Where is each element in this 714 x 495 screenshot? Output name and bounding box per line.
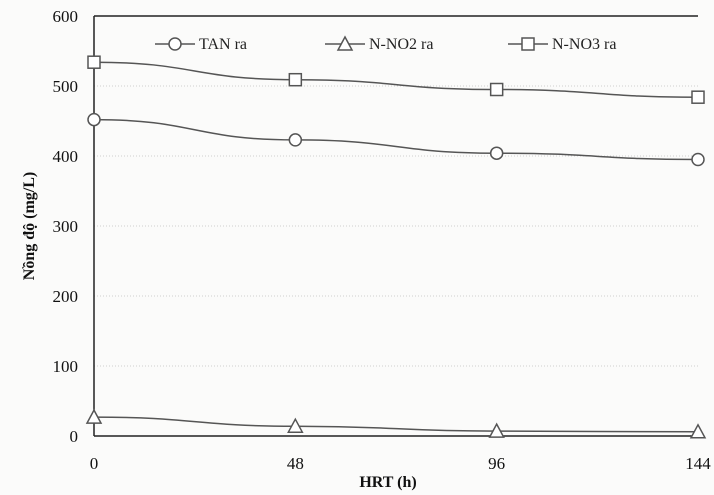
- legend-item: N-NO2 ra: [325, 35, 433, 53]
- y-tick-label: 600: [53, 7, 79, 26]
- data-point-circle: [288, 133, 303, 147]
- data-point-circle: [87, 112, 101, 127]
- series-circle: [87, 112, 705, 167]
- data-point-circle: [691, 152, 705, 167]
- data-point-square: [288, 72, 303, 87]
- legend-label: TAN ra: [199, 36, 247, 53]
- series-group: [85, 55, 707, 439]
- data-point-circle: [168, 37, 182, 51]
- axes: 0 100 200 300 400 500 600 0 48 96 144: [53, 7, 712, 473]
- data-point-square: [691, 90, 705, 104]
- series-square: [87, 55, 705, 104]
- legend-item: TAN ra: [155, 36, 247, 53]
- x-tick-label: 96: [488, 454, 505, 473]
- legend-item: N-NO3 ra: [508, 36, 616, 53]
- legend: TAN ra N-NO2 ra N-NO3 ra: [155, 35, 616, 53]
- series-triangle: [85, 408, 707, 439]
- data-point-triangle: [689, 423, 707, 439]
- data-point-square: [521, 37, 535, 51]
- legend-label: N-NO3 ra: [552, 36, 616, 53]
- series-line: [93, 118, 699, 161]
- data-point-square: [489, 82, 504, 97]
- x-tick-label: 48: [287, 454, 304, 473]
- series-line: [93, 61, 699, 98]
- y-tick-label: 300: [53, 217, 79, 236]
- series-line: [93, 416, 699, 433]
- data-point-triangle: [336, 35, 354, 51]
- x-tick-label: 0: [90, 454, 99, 473]
- data-point-triangle: [488, 422, 505, 438]
- y-tick-label: 500: [53, 77, 79, 96]
- y-tick-label: 400: [53, 147, 79, 166]
- data-point-circle: [489, 146, 504, 160]
- data-point-triangle: [85, 408, 103, 424]
- x-tick-label: 144: [685, 454, 711, 473]
- y-tick-label: 200: [53, 287, 79, 306]
- y-axis-title: Nồng độ (mg/L): [21, 172, 38, 280]
- legend-label: N-NO2 ra: [369, 36, 433, 53]
- y-tick-label: 0: [70, 427, 79, 446]
- data-point-triangle: [287, 417, 304, 433]
- data-point-square: [87, 55, 101, 69]
- x-axis-title: HRT (h): [359, 474, 416, 491]
- y-tick-label: 100: [53, 357, 79, 376]
